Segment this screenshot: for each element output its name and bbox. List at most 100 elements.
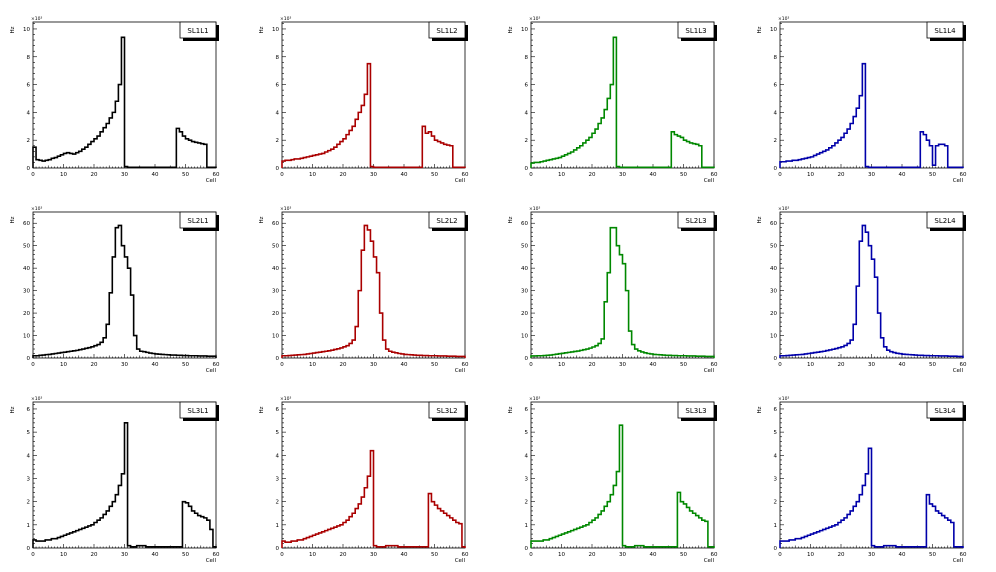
x-tick-label: 20 [838,552,845,558]
x-tick-label: 20 [340,362,347,368]
y-tick-label: 3 [27,476,31,482]
y-tick-label: 10 [521,27,528,33]
y-tick-label: 6 [774,407,778,413]
x-tick-label: 20 [589,552,596,558]
x-tick-label: 30 [370,172,377,178]
histogram-title: SL1L2 [436,27,457,35]
y-tick-label: 50 [521,244,528,250]
y-tick-label: 5 [774,430,778,436]
y-tick-label: 0 [774,546,778,552]
title-box [179,21,217,39]
title-box [179,401,217,419]
x-tick-label: 0 [529,362,533,368]
x-tick-label: 10 [807,362,814,368]
y-tick-label: 8 [525,55,529,61]
x-tick-label: 40 [899,362,906,368]
histogram-title: SL2L3 [685,217,706,225]
histogram-svg: 0 10 20 30 40 50 60 0 10 20 30 40 50 60 ×10³ Hz Cell SL2L… [10,206,220,374]
histogram-pad-sl1l2: 0 10 20 30 40 50 60 0 2 4 6 8 10 ×10³ Hz Cell SL1L2 [249,0,498,190]
x-tick-label: 60 [960,552,967,558]
plot-frame [281,211,466,359]
y-tick-label: 40 [23,266,30,272]
x-tick-label: 40 [152,172,159,178]
histogram-svg: 0 10 20 30 40 50 60 0 1 2 3 4 5 6×10³ Hz Cell SL3L2 [259,396,469,564]
x-tick-label: 60 [462,362,469,368]
y-tick-label: 8 [27,55,31,61]
histogram-series [281,62,466,169]
title-box [926,401,964,419]
y-tick-label: 50 [770,244,777,250]
x-axis-label: Cell [206,178,217,184]
x-tick-label: 30 [619,362,626,368]
x-tick-label: 20 [91,362,98,368]
x-tick-label: 20 [91,552,98,558]
y-axis-label: Hz [757,216,763,223]
x-tick-label: 60 [213,552,220,558]
y-exponent: ×10³ [280,396,291,402]
y-tick-label: 30 [23,289,30,295]
histogram-title: SL1L3 [685,27,706,35]
histogram-series [32,422,217,548]
y-tick-label: 6 [525,83,529,89]
y-tick-label: 60 [23,221,30,227]
x-tick-label: 60 [462,552,469,558]
y-tick-label: 2 [276,138,280,144]
x-tick-label: 40 [401,172,408,178]
x-tick-label: 50 [182,172,189,178]
histogram-series [530,36,715,169]
y-tick-label: 60 [521,221,528,227]
y-tick-label: 3 [525,476,529,482]
histogram-series [530,424,715,548]
x-tick-label: 60 [711,362,718,368]
x-tick-label: 30 [868,172,875,178]
y-tick-label: 6 [276,407,280,413]
x-tick-label: 20 [340,172,347,178]
histogram-title: SL3L3 [685,407,706,415]
y-exponent: ×10³ [280,206,291,212]
y-tick-label: 8 [774,55,778,61]
y-axis-label: Hz [508,406,514,413]
x-tick-label: 20 [838,362,845,368]
y-tick-label: 10 [23,27,30,33]
x-tick-label: 0 [778,362,782,368]
x-tick-label: 0 [280,172,284,178]
y-tick-label: 0 [276,356,280,362]
y-tick-label: 40 [770,266,777,272]
y-tick-label: 10 [521,334,528,340]
y-exponent: ×10³ [280,16,291,22]
y-axis-label: Hz [757,26,763,33]
histogram-title: SL2L2 [436,217,457,225]
x-tick-label: 60 [711,552,718,558]
x-tick-label: 60 [213,172,220,178]
histogram-pad-sl1l1: 0 10 20 30 40 50 60 0 2 4 6 8 10 ×10³ Hz Cell SL1L1 [0,0,249,190]
y-exponent: ×10³ [529,396,540,402]
y-tick-label: 30 [272,289,279,295]
x-tick-label: 40 [650,172,657,178]
histogram-pad-sl1l4: 0 10 20 30 40 50 60 0 2 4 6 8 10 ×10³ Hz Cell SL1L4 [747,0,996,190]
y-tick-label: 4 [525,110,529,116]
title-box [677,211,715,229]
histogram-title: SL3L4 [934,407,956,415]
histogram-title: SL1L1 [187,27,208,35]
y-tick-label: 6 [774,83,778,89]
histogram-series [281,224,466,358]
y-tick-label: 4 [276,453,280,459]
y-tick-label: 2 [525,138,529,144]
histogram-pad-sl3l4: 0 10 20 30 40 50 60 0 1 2 3 4 5 6 ×10³ Hz Cell SL3L4 [747,380,996,570]
y-tick-label: 4 [525,453,529,459]
y-tick-label: 0 [774,356,778,362]
x-tick-label: 60 [960,172,967,178]
y-exponent: ×10³ [778,16,789,22]
x-tick-label: 10 [309,172,316,178]
x-tick-label: 40 [899,552,906,558]
y-tick-label: 4 [27,110,31,116]
y-tick-label: 3 [774,476,778,482]
y-tick-label: 2 [525,500,529,506]
y-tick-label: 20 [23,311,30,317]
y-tick-label: 4 [774,110,778,116]
x-tick-label: 10 [60,362,67,368]
y-tick-label: 4 [276,110,280,116]
x-tick-label: 50 [431,172,438,178]
title-box [428,401,466,419]
